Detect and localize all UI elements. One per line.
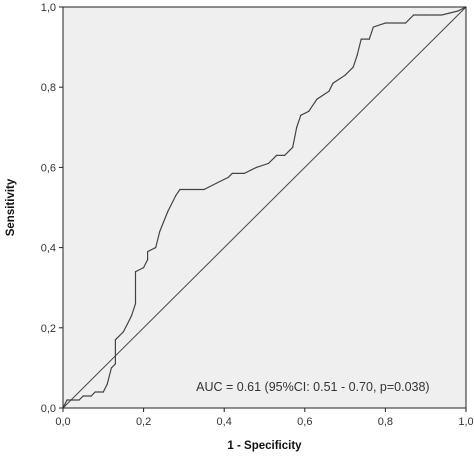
y-tick-label: 0,2 [41,323,56,335]
y-tick-label: 0,0 [41,403,56,415]
roc-point [167,210,169,213]
roc-point [126,323,129,325]
roc-point [227,176,229,179]
roc-point [147,259,149,261]
roc-point [433,14,435,16]
y-tick-label: 0,8 [41,82,56,94]
roc-point [344,74,346,76]
roc-point [147,251,149,253]
roc-point [110,367,112,369]
x-tick-label: 0,6 [297,416,312,428]
roc-point [179,188,181,191]
roc-point [134,271,137,273]
roc-point [360,38,362,40]
roc-point [449,12,451,14]
roc-point [255,166,258,168]
roc-point [114,363,116,365]
ticks-layer: 0,0 0,2 0,4 0,6 0,8 1,0 0,0 0,2 0,4 0,6 0,8 1,0 [41,2,474,428]
roc-point [384,22,386,24]
x-tick-label: 0,2 [136,416,151,428]
roc-point [130,315,133,317]
y-tick-label: 0,6 [41,162,56,174]
roc-point [457,10,459,12]
roc-point [296,126,298,128]
roc-point [284,154,286,156]
roc-point [143,267,145,269]
roc-point [102,391,104,393]
roc-point [368,38,370,40]
x-tick-label: 1,0 [458,416,473,428]
roc-point [308,110,310,112]
roc-point [191,188,193,191]
roc-point [332,82,334,84]
roc-point [114,339,116,341]
roc-point [300,114,302,116]
roc-point [404,22,407,24]
roc-point [275,154,278,156]
roc-point [215,182,217,185]
roc-point [94,391,96,393]
x-tick-label: 0,8 [378,416,393,428]
roc-point [356,54,358,56]
roc-point [396,22,399,24]
roc-point [78,399,80,401]
roc-point [352,66,354,68]
roc-point [267,162,270,164]
roc-point [82,395,84,397]
x-tick-label: 0,0 [55,416,70,428]
x-tick-label: 0,4 [217,416,232,428]
roc-point [159,230,161,233]
roc-point [134,303,137,305]
roc-point [292,146,294,148]
roc-point [106,383,108,385]
roc-point [155,247,157,249]
roc-point [175,194,177,197]
roc-point [441,14,443,16]
plot-frame [62,6,467,409]
x-axis-title: 1 - Specificity [227,440,302,452]
roc-point [328,90,330,92]
roc-point [316,98,318,100]
roc-point [203,188,205,191]
roc-point [243,172,245,175]
reference-line [62,6,467,409]
y-axis-title: Sensitivity [5,178,17,236]
roc-point [413,14,415,16]
y-tick-label: 0,4 [41,243,56,255]
roc-point [122,331,125,333]
roc-point [90,395,92,397]
y-tick-label: 1,0 [41,2,56,14]
roc-point [231,172,233,175]
roc-point [372,26,374,28]
roc-point [425,14,427,16]
auc-annotation: AUC = 0.61 (95%CI: 0.51 - 0.70, p=0.038) [196,380,429,394]
roc-point [66,399,68,401]
